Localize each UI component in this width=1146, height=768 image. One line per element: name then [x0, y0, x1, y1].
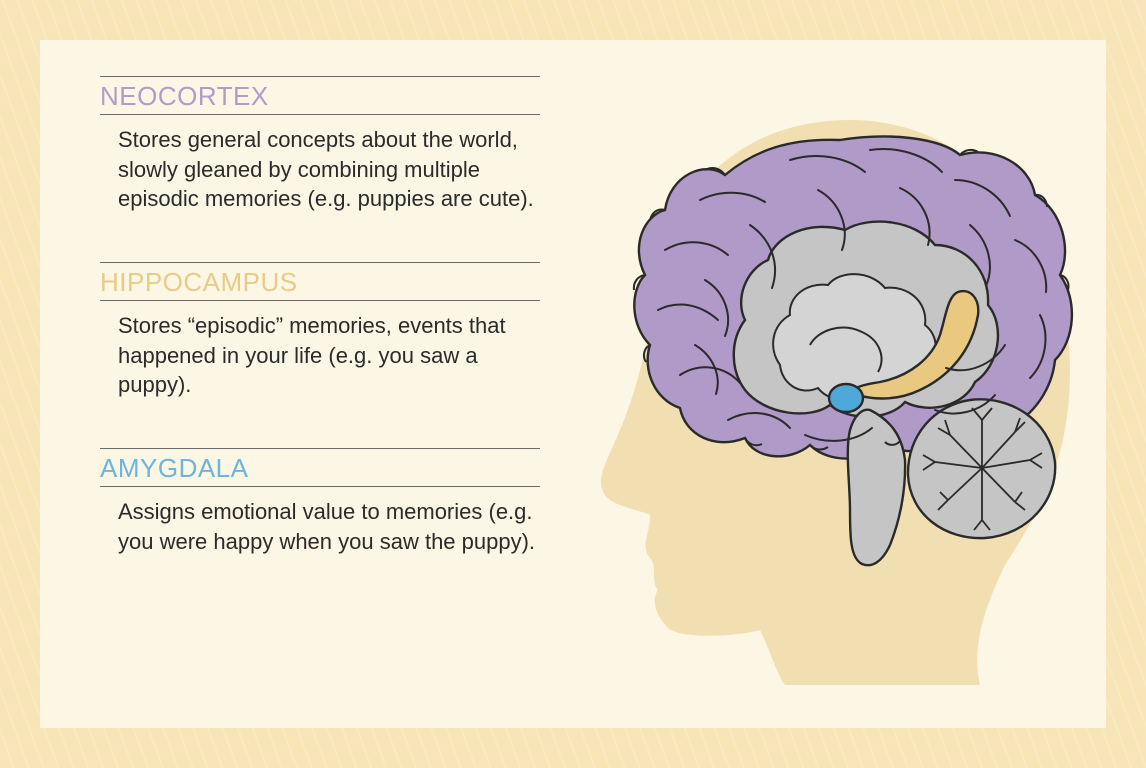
- section-hippocampus: HIPPOCAMPUS Stores “episodic” memories, …: [100, 262, 540, 400]
- hippocampus-body: Stores “episodic” memories, events that …: [100, 311, 540, 400]
- amygdala-body: Assigns emotional value to memories (e.g…: [100, 497, 540, 556]
- hippocampus-title: HIPPOCAMPUS: [100, 262, 540, 301]
- neocortex-title: NEOCORTEX: [100, 76, 540, 115]
- text-column: NEOCORTEX Stores general concepts about …: [100, 70, 540, 698]
- neocortex-body: Stores general concepts about the world,…: [100, 125, 540, 214]
- brain-diagram-icon: [550, 90, 1130, 690]
- amygdala-region: [829, 384, 863, 412]
- section-amygdala: AMYGDALA Assigns emotional value to memo…: [100, 448, 540, 556]
- info-panel: NEOCORTEX Stores general concepts about …: [40, 40, 1106, 728]
- brain-column: [570, 70, 1066, 698]
- amygdala-title: AMYGDALA: [100, 448, 540, 487]
- section-neocortex: NEOCORTEX Stores general concepts about …: [100, 76, 540, 214]
